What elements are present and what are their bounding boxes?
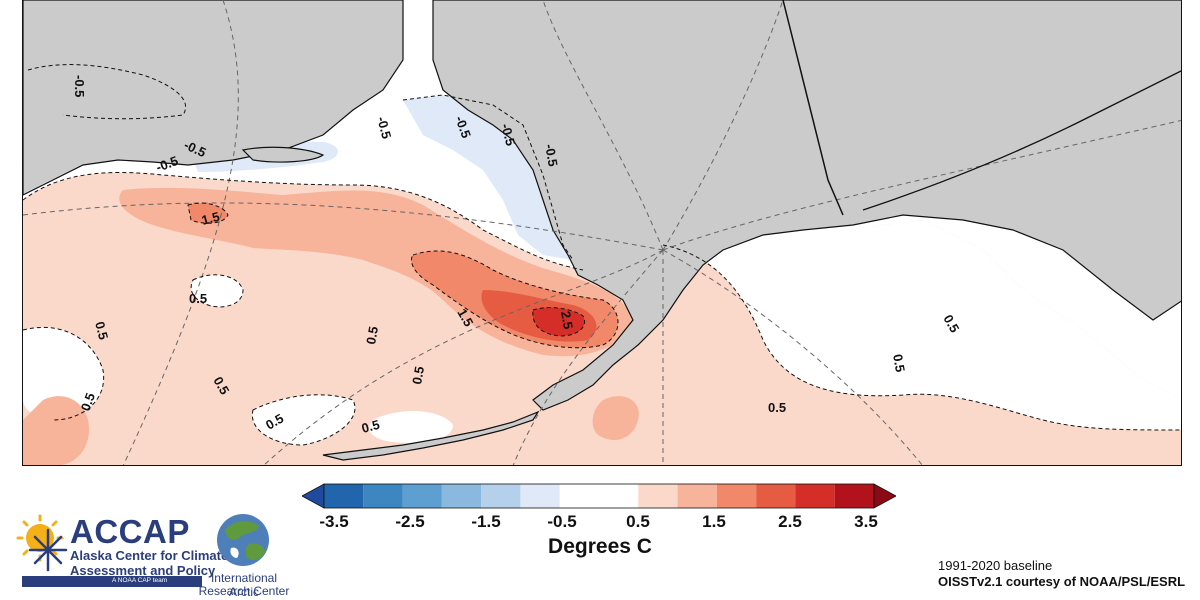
colorbar-under-arrow	[302, 483, 325, 509]
contour-label: 0.5	[409, 365, 427, 385]
border-canada	[782, 0, 844, 216]
iarc-name-line2: Research Center	[198, 584, 290, 598]
colorbar-bin-2	[402, 484, 442, 508]
contour-label: -0.5	[542, 143, 561, 168]
colorbar-over-arrow	[873, 483, 896, 509]
anomaly-region-1p0-b	[23, 396, 89, 465]
contour-label: 0.5	[189, 291, 207, 306]
anomaly-region-1p0-c	[592, 396, 639, 440]
colorbar-tick-label: 2.5	[778, 512, 802, 531]
colorbar-tick-label: -2.5	[395, 512, 425, 531]
contour-label: 0.5	[890, 353, 908, 373]
baseline-note: 1991-2020 baseline	[938, 558, 1053, 573]
contour-label: -0.5	[452, 114, 474, 140]
contour-label: -0.5	[154, 153, 180, 175]
colorbar-bin-10	[756, 484, 796, 508]
contour-label: 0.5	[360, 417, 381, 436]
colorbar-bin-11	[795, 484, 835, 508]
colorbar-tick-label: -0.5	[547, 512, 577, 531]
land-aleutian-chain	[322, 410, 540, 461]
data-credit: OISSTv2.1 courtesy of NOAA/PSL/ESRL	[938, 574, 1186, 589]
contour-lines	[23, 64, 1181, 446]
sun-snowflake-icon	[16, 514, 68, 572]
map-canvas: -0.5 -0.5 -0.5 -0.5 -0.5 -0.5 -0.5 0.5 1…	[23, 0, 1181, 465]
colorbar-tick-label: -1.5	[471, 512, 501, 531]
colorbar	[302, 483, 896, 509]
neutral-region-gulf	[663, 215, 1181, 430]
contour-label: 2.5	[558, 310, 576, 330]
neutral-patch-sw	[23, 327, 104, 420]
contour-label: -0.5	[72, 75, 87, 97]
colorbar-units-label: Degrees C	[548, 535, 652, 558]
colorbar-bin-5	[520, 484, 560, 508]
colorbar-tick-label: 3.5	[854, 512, 878, 531]
colorbar-bin-12	[834, 484, 874, 508]
contour-label: 0.5	[363, 325, 381, 345]
anomaly-region-1p5-b	[188, 203, 228, 224]
sst-anomaly-map: -0.5 -0.5 -0.5 -0.5 -0.5 -0.5 -0.5 0.5 1…	[22, 0, 1182, 466]
colorbar-bin-4	[481, 484, 521, 508]
colorbar-bin-3	[441, 484, 482, 508]
colorbar-outline	[323, 483, 875, 509]
contour-label: -0.5	[374, 115, 394, 141]
colorbar-bin-8	[677, 484, 717, 508]
iarc-globe-icon	[217, 514, 269, 566]
anomaly-region-2p5	[532, 307, 585, 336]
accap-team-label: A NOAA CAP team	[112, 577, 168, 584]
accap-subtitle-line2: Assessment and Policy	[70, 563, 216, 578]
colorbar-bin-0	[324, 484, 364, 508]
contour-label-group: -0.5 -0.5 -0.5 -0.5 -0.5 -0.5 -0.5 0.5 1…	[72, 75, 962, 436]
contour-label: 0.5	[768, 400, 786, 415]
colorbar-tick-label: 1.5	[702, 512, 726, 531]
accap-banner	[22, 576, 202, 587]
land-alaska	[432, 0, 1181, 411]
neutral-patch-s1	[252, 394, 355, 445]
iarc-name-line1: International Arctic	[210, 571, 278, 599]
contour-label: 0.5	[92, 320, 111, 341]
graticule	[23, 0, 1181, 465]
colorbar-tick-label: -3.5	[319, 512, 349, 531]
border-yukon-bc	[862, 70, 1181, 211]
land-st-lawrence-island	[241, 146, 325, 163]
colorbar-bin-1	[363, 484, 403, 508]
neutral-patch-s2	[369, 410, 453, 443]
colorbar-bin-7	[638, 484, 678, 508]
anomaly-region-neg0p5-a	[403, 95, 573, 260]
colorbar-tick-label: 0.5	[626, 512, 650, 531]
contour-label: 1.5	[200, 209, 221, 228]
accap-subtitle-line1: Alaska Center for Climate	[70, 548, 229, 563]
neutral-patch-w	[191, 274, 243, 307]
accap-logo	[16, 514, 68, 572]
contour-label: 0.5	[78, 391, 98, 413]
colorbar-bin-6	[559, 484, 639, 508]
colorbar-bin-9	[716, 484, 757, 508]
contour-label: -0.5	[498, 122, 518, 148]
accap-wordmark: ACCAP	[70, 513, 190, 550]
